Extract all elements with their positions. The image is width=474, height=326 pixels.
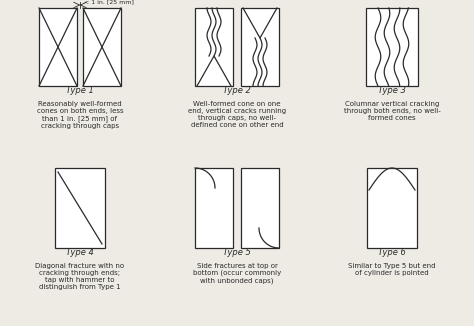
Text: < 1 in. [25 mm]: < 1 in. [25 mm] bbox=[84, 0, 134, 4]
Text: Reasonably well-formed
cones on both ends, less
than 1 in. [25 mm] of
cracking t: Reasonably well-formed cones on both end… bbox=[36, 101, 123, 129]
Text: Side fractures at top or
bottom (occur commonly
with unbonded caps): Side fractures at top or bottom (occur c… bbox=[193, 263, 281, 284]
Text: Type 6: Type 6 bbox=[378, 248, 406, 257]
Text: Type 3: Type 3 bbox=[378, 86, 406, 95]
Bar bbox=[366, 8, 418, 86]
Bar bbox=[195, 168, 233, 248]
Text: Columnar vertical cracking
through both ends, no well-
formed cones: Columnar vertical cracking through both … bbox=[344, 101, 440, 121]
Text: Similar to Type 5 but end
of cylinder is pointed: Similar to Type 5 but end of cylinder is… bbox=[348, 263, 436, 276]
Text: Well-formed cone on one
end, vertical cracks running
through caps, no well-
defi: Well-formed cone on one end, vertical cr… bbox=[188, 101, 286, 128]
Bar bbox=[195, 8, 233, 86]
Bar bbox=[241, 8, 279, 86]
Bar bbox=[39, 8, 77, 86]
Bar bbox=[55, 168, 105, 248]
Text: Type 5: Type 5 bbox=[223, 248, 251, 257]
Text: Type 1: Type 1 bbox=[66, 86, 94, 95]
Text: Type 4: Type 4 bbox=[66, 248, 94, 257]
Text: Diagonal fracture with no
cracking through ends;
tap with hammer to
distinguish : Diagonal fracture with no cracking throu… bbox=[36, 263, 125, 290]
Bar bbox=[241, 168, 279, 248]
Bar bbox=[367, 168, 417, 248]
Text: Type 2: Type 2 bbox=[223, 86, 251, 95]
Bar bbox=[83, 8, 121, 86]
